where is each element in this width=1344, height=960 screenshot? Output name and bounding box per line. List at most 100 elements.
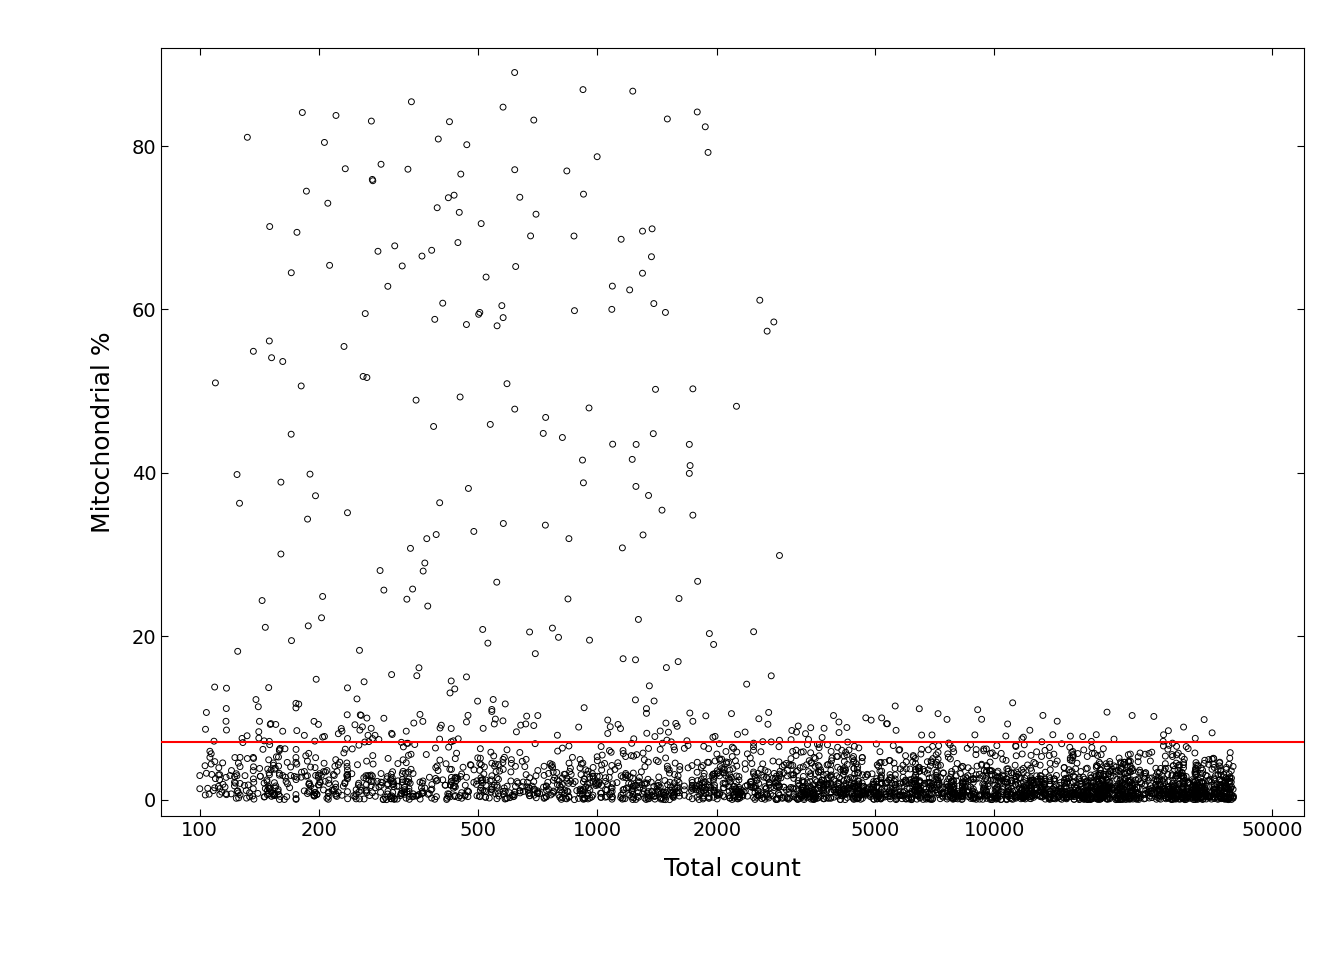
Point <box>952 787 973 803</box>
Point <box>426 527 448 542</box>
Point <box>728 790 750 805</box>
Point <box>1039 762 1060 778</box>
Point <box>1062 744 1083 759</box>
Point <box>629 780 650 796</box>
Point <box>1090 780 1111 796</box>
Point <box>808 764 829 780</box>
Point <box>835 782 856 798</box>
Point <box>466 750 488 765</box>
Point <box>1173 769 1195 784</box>
Point <box>970 757 992 773</box>
Point <box>1099 779 1121 794</box>
Point <box>915 791 937 806</box>
Point <box>1220 789 1242 804</box>
Point <box>1184 745 1206 760</box>
Point <box>1193 785 1215 801</box>
Point <box>445 788 466 804</box>
Point <box>719 783 741 799</box>
Point <box>1087 782 1109 798</box>
Point <box>917 784 938 800</box>
Point <box>337 681 359 696</box>
Point <box>984 789 1005 804</box>
Point <box>808 748 829 763</box>
Point <box>1055 771 1077 786</box>
Point <box>992 786 1013 802</box>
Point <box>664 781 685 797</box>
Point <box>915 785 937 801</box>
Point <box>1161 792 1183 807</box>
Point <box>1181 780 1203 796</box>
Point <box>868 788 890 804</box>
Point <box>999 782 1020 798</box>
Point <box>719 788 741 804</box>
Point <box>445 774 466 789</box>
Point <box>1082 791 1103 806</box>
Point <box>1090 787 1111 803</box>
Point <box>945 791 966 806</box>
Point <box>616 780 637 796</box>
Point <box>1043 791 1064 806</box>
Point <box>641 249 663 264</box>
Point <box>563 228 585 244</box>
Point <box>991 776 1012 791</box>
Point <box>655 785 676 801</box>
Point <box>722 784 743 800</box>
Point <box>516 775 538 790</box>
Point <box>1163 758 1184 774</box>
Point <box>1218 756 1239 772</box>
Point <box>395 755 417 770</box>
Point <box>843 761 864 777</box>
X-axis label: Total count: Total count <box>664 856 801 880</box>
Point <box>802 790 824 805</box>
Point <box>918 742 939 757</box>
Point <box>482 748 504 763</box>
Point <box>1210 780 1231 796</box>
Point <box>1113 789 1134 804</box>
Point <box>1107 787 1129 803</box>
Point <box>1215 775 1236 790</box>
Point <box>866 788 887 804</box>
Point <box>423 792 445 807</box>
Point <box>265 760 286 776</box>
Point <box>558 776 579 791</box>
Point <box>1081 785 1102 801</box>
Point <box>952 780 973 795</box>
Point <box>237 751 258 766</box>
Point <box>360 113 382 129</box>
Point <box>309 766 331 781</box>
Point <box>969 789 991 804</box>
Point <box>964 789 985 804</box>
Point <box>1117 759 1138 775</box>
Point <box>996 786 1017 802</box>
Point <box>1120 746 1141 761</box>
Point <box>886 792 907 807</box>
Point <box>1168 767 1189 782</box>
Point <box>996 787 1017 803</box>
Point <box>778 757 800 773</box>
Point <box>952 782 973 798</box>
Point <box>1113 766 1134 781</box>
Point <box>1077 792 1098 807</box>
Point <box>341 741 363 756</box>
Point <box>1214 789 1235 804</box>
Point <box>360 721 382 736</box>
Point <box>773 757 794 773</box>
Point <box>1192 789 1214 804</box>
Point <box>763 766 785 781</box>
Point <box>1165 788 1187 804</box>
Point <box>956 771 977 786</box>
Point <box>391 772 413 787</box>
Point <box>767 785 789 801</box>
Point <box>1172 765 1193 780</box>
Point <box>296 769 317 784</box>
Point <box>1157 780 1179 795</box>
Point <box>927 758 949 774</box>
Point <box>731 782 753 798</box>
Point <box>257 787 278 803</box>
Point <box>1176 790 1198 805</box>
Point <box>909 785 930 801</box>
Point <box>847 786 868 802</box>
Point <box>847 791 868 806</box>
Point <box>430 717 452 732</box>
Point <box>394 782 415 798</box>
